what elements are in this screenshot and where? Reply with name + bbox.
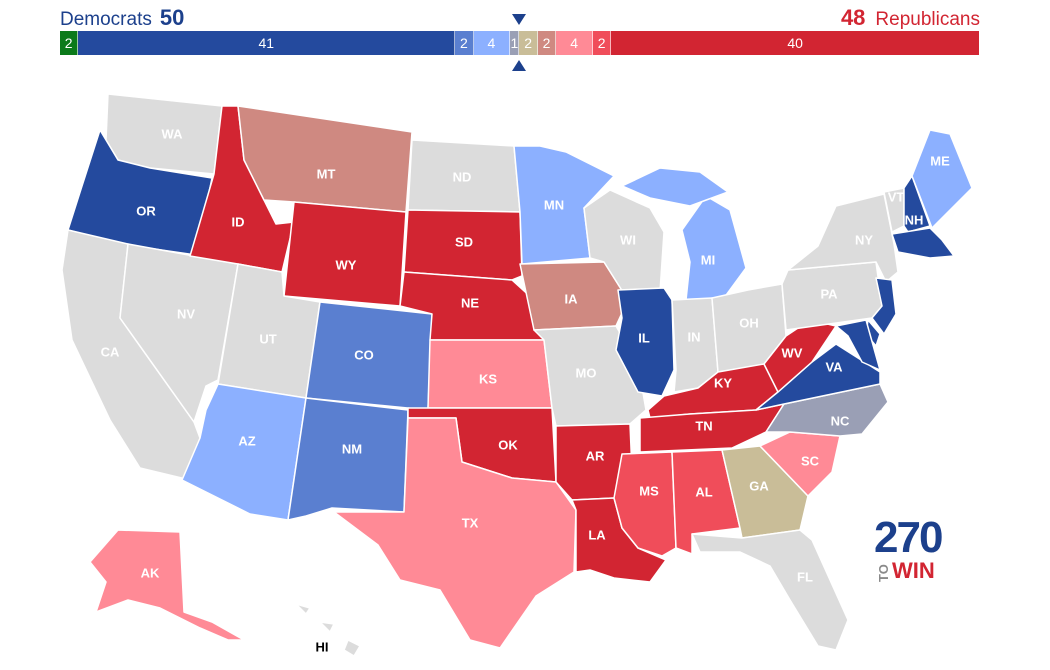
state-label-hi: HI — [316, 639, 329, 654]
state-label-fl: FL — [797, 569, 813, 584]
state-label-nv: NV — [177, 306, 195, 321]
state-label-ia: IA — [565, 291, 579, 306]
state-label-tx: TX — [462, 515, 479, 530]
state-sc[interactable] — [759, 431, 841, 497]
democrats-label: Democrats — [60, 9, 152, 30]
state-mi-upper-peninsula[interactable] — [621, 167, 729, 207]
state-wy[interactable] — [283, 201, 407, 307]
state-mt[interactable] — [237, 105, 413, 213]
state-nm[interactable] — [287, 397, 409, 521]
state-label-co: CO — [354, 347, 374, 362]
state-label-la: LA — [588, 527, 606, 542]
state-label-nc: NC — [831, 413, 850, 428]
state-label-ky: KY — [714, 375, 732, 390]
majority-marker-top-icon — [512, 14, 526, 25]
state-label-sc: SC — [801, 453, 820, 468]
state-label-ms: MS — [639, 483, 659, 498]
state-label-wa: WA — [162, 126, 184, 141]
270towin-logo[interactable]: 270 TO WIN — [874, 516, 944, 586]
state-me[interactable] — [911, 129, 973, 229]
state-label-mi: MI — [701, 252, 715, 267]
republicans-seat-count: 48 — [840, 5, 866, 30]
state-label-oh: OH — [739, 315, 759, 330]
logo-win: WIN — [892, 558, 935, 583]
state-label-ne: NE — [461, 295, 479, 310]
state-ma[interactable] — [891, 227, 955, 259]
bar-segment: 2 — [592, 31, 612, 55]
state-label-mo: MO — [576, 365, 597, 380]
state-label-az: AZ — [238, 433, 255, 448]
bar-segment: 4 — [473, 31, 511, 55]
state-label-ca: CA — [101, 344, 120, 359]
bar-segment: 2 — [519, 31, 538, 55]
state-label-or: OR — [136, 203, 156, 218]
state-label-ut: UT — [259, 331, 276, 346]
democrats-seat-count: 50 — [159, 5, 185, 30]
state-nj[interactable] — [871, 277, 897, 335]
state-label-nm: NM — [342, 441, 362, 456]
state-label-nd: ND — [453, 169, 472, 184]
state-label-ks: KS — [479, 371, 497, 386]
bar-segment: 41 — [78, 31, 456, 55]
state-label-mn: MN — [544, 197, 564, 212]
state-fl[interactable] — [691, 529, 849, 651]
state-label-ny: NY — [855, 232, 873, 247]
state-label-me: ME — [930, 153, 950, 168]
state-hi[interactable] — [295, 603, 361, 657]
state-label-wv: WV — [782, 345, 803, 360]
state-il[interactable] — [615, 287, 675, 397]
state-label-sd: SD — [455, 234, 473, 249]
bar-segment: 4 — [556, 31, 593, 55]
state-label-il: IL — [638, 330, 650, 345]
state-ny[interactable] — [787, 193, 899, 283]
state-label-va: VA — [825, 359, 843, 374]
state-label-tn: TN — [695, 418, 712, 433]
logo-number: 270 — [874, 513, 943, 562]
bar-segment: 40 — [611, 31, 979, 55]
state-sd[interactable] — [403, 209, 523, 281]
state-label-in: IN — [688, 329, 701, 344]
state-md[interactable] — [835, 319, 881, 371]
state-label-ok: OK — [498, 437, 518, 452]
bar-segment: 2 — [455, 31, 474, 55]
state-label-ar: AR — [586, 448, 605, 463]
republicans-total: 48 Republicans — [841, 6, 980, 32]
state-label-al: AL — [695, 484, 712, 499]
bar-segment: 2 — [60, 31, 79, 55]
state-label-mt: MT — [317, 166, 336, 181]
democrats-total: Democrats 50 — [60, 6, 184, 32]
majority-marker-bottom-icon — [512, 60, 526, 71]
state-label-pa: PA — [820, 286, 838, 301]
state-label-ga: GA — [749, 478, 769, 493]
bar-segment: 2 — [537, 31, 557, 55]
senate-balance-header: Democrats 50 48 Republicans 2 41 2 4 1 2 2 4 2 40 — [0, 0, 1050, 80]
bar-segment: 1 — [510, 31, 520, 55]
state-label-wi: WI — [620, 232, 636, 247]
us-senate-map: WA OR CA NV ID MT WY UT AZ CO NM ND SD NE KS OK TX MN IA MO… — [61, 93, 973, 657]
state-mi[interactable] — [681, 195, 747, 301]
state-label-vt: VT — [888, 189, 905, 204]
state-label-ak: AK — [141, 565, 160, 580]
state-label-id: ID — [232, 214, 245, 229]
logo-to: TO — [876, 564, 891, 582]
state-label-nh: NH — [905, 212, 924, 227]
seat-balance-bar: 2 41 2 4 1 2 2 4 2 40 — [60, 31, 979, 55]
state-label-wy: WY — [336, 257, 357, 272]
state-ak[interactable] — [89, 529, 245, 641]
state-tx[interactable] — [333, 417, 577, 649]
republicans-label: Republicans — [875, 9, 980, 30]
